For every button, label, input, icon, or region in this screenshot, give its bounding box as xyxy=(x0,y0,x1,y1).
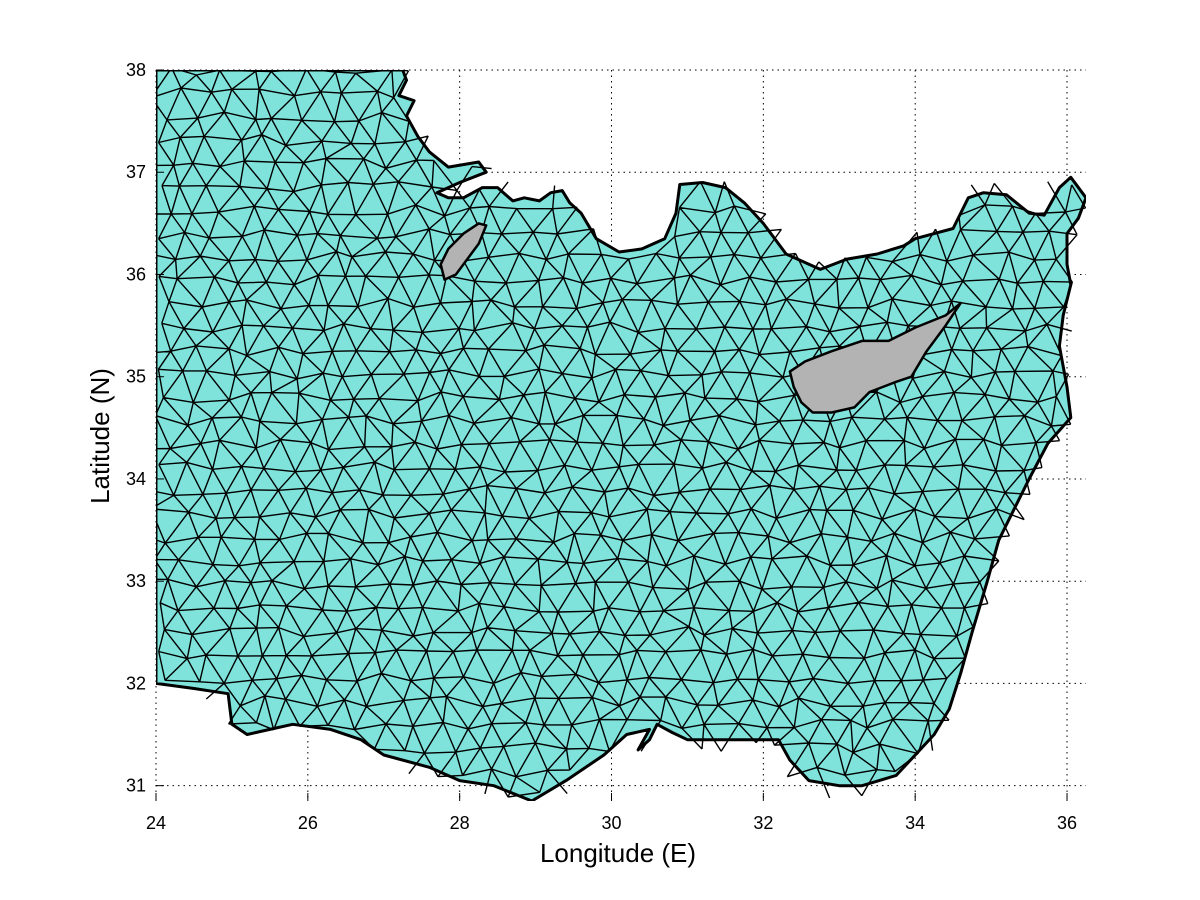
x-tick-label: 28 xyxy=(450,813,470,833)
x-tick-label: 34 xyxy=(905,813,925,833)
island-1 xyxy=(439,222,488,281)
axis-ticks xyxy=(155,69,1068,801)
x-tick-label: 26 xyxy=(298,813,318,833)
x-axis-label: Longitude (E) xyxy=(540,838,696,868)
y-tick-label: 36 xyxy=(126,264,146,284)
y-tick-label: 31 xyxy=(126,776,146,796)
islands xyxy=(439,222,962,414)
y-tick-label: 34 xyxy=(126,469,146,489)
x-tick-label: 30 xyxy=(601,813,621,833)
x-tick-label: 32 xyxy=(753,813,773,833)
y-tick-label: 38 xyxy=(126,60,146,80)
y-tick-label: 37 xyxy=(126,162,146,182)
island-2 xyxy=(788,301,962,414)
y-tick-label: 32 xyxy=(126,673,146,693)
y-tick-label: 33 xyxy=(126,571,146,591)
x-tick-label: 24 xyxy=(146,813,166,833)
y-axis-label: Latitude (N) xyxy=(85,368,115,504)
domain-boundary xyxy=(156,70,1086,801)
x-tick-label: 36 xyxy=(1057,813,1077,833)
y-tick-label: 35 xyxy=(126,367,146,387)
x-tick-labels: 24 26 28 30 32 34 36 xyxy=(146,813,1077,833)
y-tick-labels: 31 32 33 34 35 36 37 38 xyxy=(126,60,146,796)
